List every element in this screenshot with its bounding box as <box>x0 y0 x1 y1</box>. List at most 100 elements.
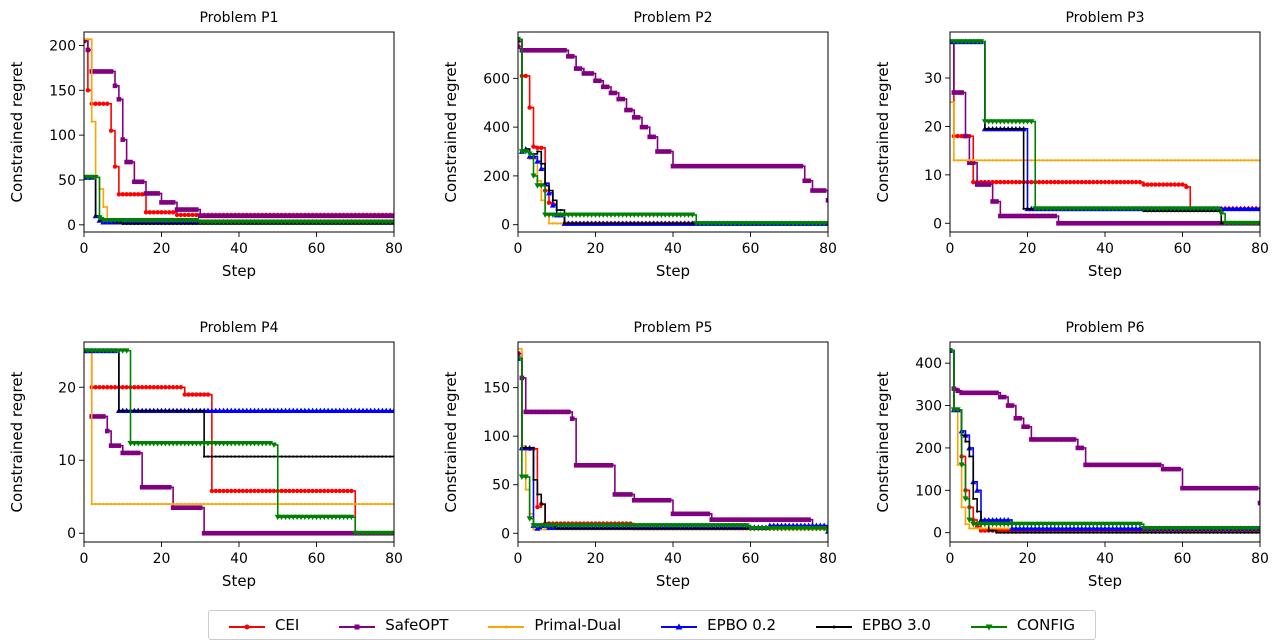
data-point-safeopt <box>724 517 730 522</box>
data-point-config <box>735 523 742 529</box>
y-tick-label: 0 <box>933 216 942 232</box>
data-point-safeopt <box>108 69 114 74</box>
data-point-safeopt <box>628 107 633 113</box>
data-point-safeopt <box>1122 220 1127 226</box>
data-point-config <box>363 219 370 226</box>
data-point-config <box>1078 521 1085 528</box>
series-line-primal-dual <box>950 349 1260 530</box>
data-point-config <box>724 221 731 227</box>
data-point-config <box>356 219 363 226</box>
data-point-epbo-3-0 <box>687 222 690 225</box>
data-point-safeopt <box>209 530 215 536</box>
data-point-config <box>646 212 653 218</box>
data-point-epbo-3-0 <box>222 455 225 458</box>
data-point-epbo-3-0 <box>1030 531 1033 534</box>
data-point-primal-dual <box>1057 159 1060 162</box>
data-point-epbo-3-0 <box>125 409 128 412</box>
data-point-config <box>356 530 363 537</box>
data-point-config <box>962 496 969 502</box>
data-point-primal-dual <box>1185 159 1188 162</box>
data-point-safeopt <box>651 134 656 140</box>
data-point-safeopt <box>713 517 718 522</box>
data-point-primal-dual <box>960 506 963 509</box>
data-point-config <box>619 523 626 529</box>
data-point-config <box>821 221 828 227</box>
data-point-epbo-0-2 <box>997 516 1004 523</box>
data-point-config <box>739 523 746 529</box>
data-point-cei <box>252 488 257 494</box>
data-point-config <box>170 217 177 224</box>
series-config <box>950 348 1260 532</box>
data-point-cei <box>132 192 137 197</box>
x-tick-label: 40 <box>230 551 248 567</box>
data-point-safeopt <box>798 517 804 522</box>
data-point-epbo-3-0 <box>1022 531 1025 534</box>
data-point-cei <box>217 488 222 494</box>
data-point-cei <box>1180 182 1185 187</box>
data-point-epbo-3-0 <box>1127 531 1130 534</box>
data-point-safeopt <box>616 492 622 497</box>
data-point-epbo-3-0 <box>140 409 144 412</box>
data-point-safeopt <box>624 492 629 497</box>
data-point-config <box>1047 521 1054 528</box>
data-point-safeopt <box>290 213 296 219</box>
data-point-cei <box>959 133 964 139</box>
data-point-config <box>1043 521 1050 528</box>
data-point-config <box>189 441 196 447</box>
data-point-config <box>1183 526 1190 532</box>
data-point-config <box>1009 119 1015 125</box>
data-point-config <box>298 514 304 521</box>
data-point-config <box>100 348 107 354</box>
data-point-config <box>131 441 138 447</box>
data-point-config <box>135 217 142 224</box>
data-point-epbo-3-0 <box>578 222 582 225</box>
data-point-primal-dual <box>1251 159 1254 162</box>
data-point-primal-dual <box>532 528 535 531</box>
data-point-cei <box>322 488 327 494</box>
data-point-config <box>360 219 366 226</box>
data-point-safeopt <box>201 530 207 536</box>
data-point-epbo-3-0 <box>1177 531 1180 534</box>
data-point-epbo-3-0 <box>1227 531 1231 534</box>
data-point-config <box>608 212 614 218</box>
data-point-config <box>375 219 382 226</box>
data-point-config <box>201 441 208 447</box>
data-point-epbo-3-0 <box>323 455 326 458</box>
data-point-cei <box>1040 179 1046 185</box>
data-point-safeopt <box>1125 462 1131 468</box>
data-point-safeopt <box>1191 485 1197 491</box>
data-point-config <box>522 474 529 480</box>
data-point-epbo-3-0 <box>171 409 175 412</box>
data-point-config <box>247 219 254 226</box>
data-point-config <box>573 523 580 529</box>
data-point-safeopt <box>302 213 308 219</box>
data-point-epbo-0-2 <box>1233 205 1240 212</box>
data-point-config <box>813 221 820 227</box>
x-tick-label: 0 <box>80 241 89 257</box>
data-point-epbo-3-0 <box>195 222 198 226</box>
chart-title: Problem P4 <box>199 320 278 336</box>
data-point-config <box>801 221 808 227</box>
data-point-config <box>565 523 572 529</box>
data-point-config <box>150 441 157 447</box>
data-point-cei <box>174 212 180 218</box>
data-point-config <box>1125 521 1132 528</box>
data-point-safeopt <box>693 163 699 169</box>
data-point-config <box>1152 206 1159 212</box>
data-point-safeopt <box>236 530 242 536</box>
data-point-epbo-3-0 <box>117 409 121 412</box>
data-point-primal-dual <box>191 502 194 506</box>
data-point-cei <box>971 179 976 185</box>
data-point-config <box>387 219 394 226</box>
data-point-primal-dual <box>1158 159 1161 162</box>
data-point-safeopt <box>1184 485 1189 491</box>
series-line-safeopt <box>518 45 828 201</box>
data-point-epbo-3-0 <box>129 222 132 226</box>
data-point-safeopt <box>1025 213 1030 219</box>
data-point-epbo-0-2 <box>1024 525 1031 531</box>
data-point-config <box>522 149 529 155</box>
data-point-config <box>766 221 773 227</box>
data-point-safeopt <box>744 517 749 522</box>
series-config <box>518 36 828 227</box>
data-point-epbo-0-2 <box>208 407 215 414</box>
